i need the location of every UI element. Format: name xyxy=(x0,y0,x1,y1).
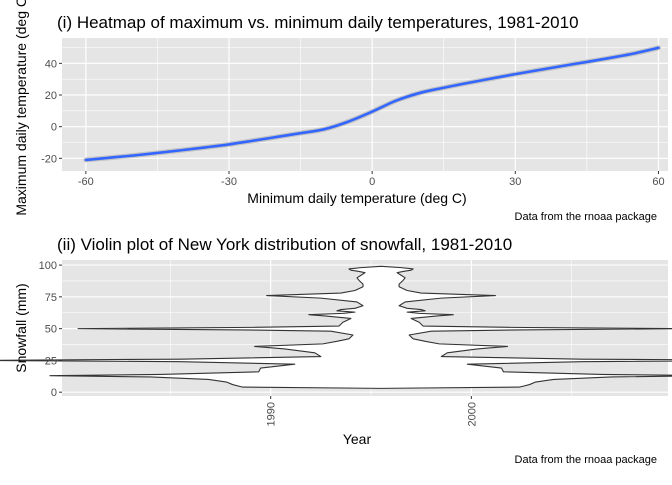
chart2-violin xyxy=(0,265,672,389)
chart1-caption: Data from the rnoaa package xyxy=(515,211,657,223)
chart1-y-tick-label: 20 xyxy=(45,90,57,102)
chart1-marks xyxy=(83,45,661,163)
chart1-y-tick-label: 0 xyxy=(51,122,57,134)
chart1-y-tick-label: -20 xyxy=(41,153,57,165)
chart1-title: (i) Heatmap of maximum vs. minimum daily… xyxy=(57,13,579,32)
chart2-y-tick-label: 75 xyxy=(45,292,57,304)
chart2-x-tick-label: 2000 xyxy=(466,402,478,426)
chart2-y-axis-label: Snowfall (mm) xyxy=(13,283,29,372)
chart1-panel xyxy=(62,38,668,171)
chart1-x-tick-label: 60 xyxy=(652,176,664,188)
chart2-x-axis-label: Year xyxy=(343,431,372,447)
chart1-grid xyxy=(62,38,668,171)
chart2-marks xyxy=(0,265,672,389)
chart2-ticks: 1990 2000 0 25 50 75 100 xyxy=(39,260,479,426)
chart1-y-tick-label: 40 xyxy=(45,58,57,70)
chart1-x-tick-label: 0 xyxy=(369,176,375,188)
chart2-caption: Data from the rnoaa package xyxy=(515,454,657,466)
chart1-y-axis-label: Maximum daily temperature (deg C) xyxy=(13,0,29,216)
chart2-y-tick-label: 25 xyxy=(45,355,57,367)
chart2-y-tick-label: 100 xyxy=(39,260,57,272)
chart2-y-tick-label: 50 xyxy=(45,324,57,336)
chart1-x-tick-label: -30 xyxy=(221,176,237,188)
chart2-y-tick-label: 0 xyxy=(51,387,57,399)
chart1-ticks: -60 -30 0 30 60 -20 0 20 40 xyxy=(41,58,664,188)
chart2-title: (ii) Violin plot of New York distributio… xyxy=(57,235,512,254)
chart1-x-axis-label: Minimum daily temperature (deg C) xyxy=(247,190,466,206)
chart1-series-line xyxy=(84,46,660,162)
chart1-x-tick-label: -60 xyxy=(78,176,94,188)
chart1-x-tick-label: 30 xyxy=(509,176,521,188)
chart2-x-tick-label: 1990 xyxy=(266,402,278,426)
